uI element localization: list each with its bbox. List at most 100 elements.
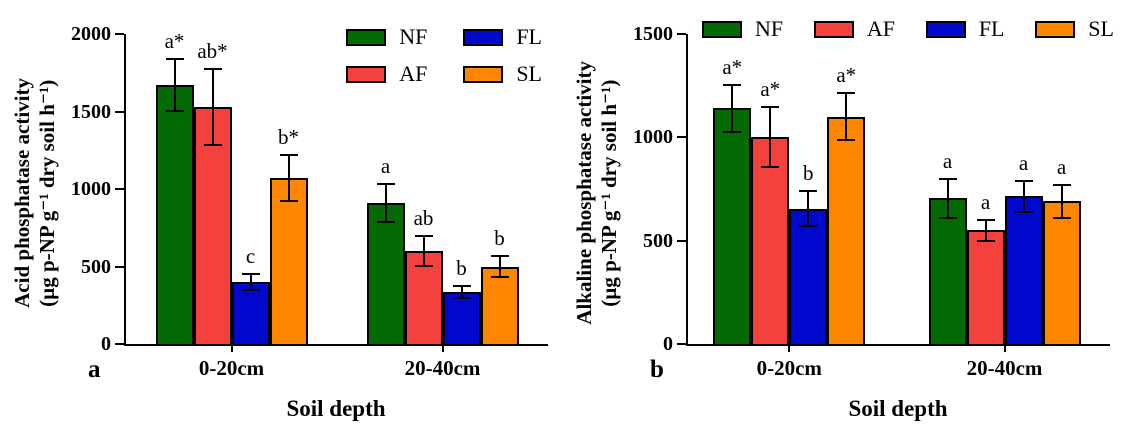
sig-letter-SL-20-40cm: a: [1056, 154, 1067, 179]
bar-AF-20-40cm: [966, 230, 1005, 344]
error-line: [384, 182, 387, 224]
y-tick-label: 0: [663, 333, 673, 355]
error-bar-AF-0-20cm: [203, 68, 222, 146]
sig-letter-SL-0-20cm: b*: [278, 125, 299, 150]
legend-item-AF: AF: [813, 18, 895, 40]
panel-letter: b: [650, 356, 664, 383]
bar-SL-20-40cm: [1042, 201, 1081, 344]
error-cap-bottom: [241, 288, 260, 291]
legend-swatch-AF: [346, 65, 387, 83]
error-cap-bottom: [976, 239, 995, 242]
y-axis-title-line2: (µg p-NP g⁻¹ dry soil h⁻¹): [35, 79, 59, 307]
bar-slot-AF-20-40cm: ab: [404, 34, 443, 344]
bar-slot-FL-0-20cm: b: [789, 34, 828, 344]
y-tick-label: 1500: [71, 100, 111, 123]
error-cap-bottom: [414, 265, 433, 268]
bar-slot-FL-0-20cm: c: [231, 34, 270, 344]
bar-AF-0-20cm: [751, 137, 790, 344]
bar-slot-FL-20-40cm: b: [442, 34, 481, 344]
bar-slot-NF-0-20cm: a*: [155, 31, 194, 344]
error-line: [946, 177, 949, 219]
sig-letter-NF-20-40cm: a: [942, 148, 953, 173]
error-line: [1022, 179, 1025, 213]
y-tick-label: 1000: [633, 126, 673, 149]
bar-FL-20-40cm: [442, 292, 481, 344]
error-line: [984, 218, 987, 242]
y-tick-mark: [115, 110, 124, 113]
error-line: [460, 285, 463, 300]
error-line: [807, 190, 810, 228]
error-bar-FL-0-20cm: [799, 190, 818, 228]
bar-group-0-20cm: a* ab* c b*: [155, 31, 308, 344]
bar-slot-FL-20-40cm: a: [1004, 34, 1043, 344]
legend-swatch-AF: [813, 20, 854, 38]
error-line: [498, 254, 501, 279]
x-axis-title: Soil depth: [286, 396, 386, 421]
y-axis-title-line1: Alkaline phosphatase activity: [572, 61, 597, 325]
legend-swatch-NF: [346, 28, 387, 46]
plot-column: NF AF FL SL b 0 500 1000 1500 a* a* b a* 0-20cm a a a a…: [632, 0, 1124, 446]
bar-FL-20-40cm: [1004, 196, 1043, 344]
legend-item-FL: FL: [463, 26, 542, 48]
legend-swatch-FL: [463, 28, 504, 46]
legend-swatch-NF: [702, 20, 742, 38]
bar-NF-0-20cm: [713, 108, 752, 344]
y-tick-mark: [677, 136, 686, 139]
error-bar-SL-20-40cm: [490, 254, 509, 279]
error-line: [845, 91, 848, 142]
bar-SL-0-20cm: [269, 178, 308, 344]
bar-slot-SL-0-20cm: b*: [269, 34, 308, 344]
legend-item-FL: FL: [925, 16, 1005, 41]
sig-letter-FL-20-40cm: b: [456, 256, 467, 281]
error-bar-NF-20-40cm: [938, 177, 957, 219]
x-axis-title: Soil depth: [848, 396, 948, 421]
error-cap-bottom: [837, 139, 856, 142]
error-line: [173, 58, 176, 113]
legend-item-NF: NF: [702, 18, 783, 40]
y-tick-mark: [677, 343, 686, 345]
error-bar-NF-0-20cm: [723, 83, 742, 134]
legend: NF FL AF SL: [346, 26, 542, 85]
error-line: [211, 68, 214, 146]
x-tick-label-0-20cm: 0-20cm: [198, 356, 265, 380]
sig-letter-AF-20-40cm: ab: [413, 205, 434, 230]
y-tick-label: 500: [643, 229, 673, 252]
error-cap-bottom: [490, 276, 509, 279]
panel-alkaline-phosphatase: Alkaline phosphatase activity (µg p-NP g…: [562, 0, 1124, 446]
bar-NF-0-20cm: [155, 85, 194, 344]
legend-swatch-FL: [925, 20, 966, 38]
legend-label-NF: NF: [755, 16, 784, 41]
bar-slot-AF-20-40cm: a: [966, 34, 1005, 344]
x-tick-mark: [788, 344, 791, 352]
error-line: [769, 106, 772, 169]
bar-FL-0-20cm: [789, 208, 828, 344]
y-axis-title-column: Acid phosphatase activity (µg p-NP g⁻¹ d…: [0, 0, 70, 446]
y-axis-title-column: Alkaline phosphatase activity (µg p-NP g…: [562, 0, 632, 446]
sig-letter-AF-0-20cm: ab*: [197, 39, 228, 64]
x-tick-mark: [1003, 344, 1006, 352]
y-axis-title-line2: (µg p-NP g⁻¹ dry soil h⁻¹): [597, 79, 621, 307]
y-tick-label: 500: [81, 255, 111, 278]
y-tick-mark: [115, 33, 124, 35]
bar-group-0-20cm: a* a* b a*: [713, 34, 866, 344]
error-cap-bottom: [723, 131, 742, 134]
legend-label-FL: FL: [978, 16, 1005, 41]
error-cap-bottom: [279, 200, 298, 203]
sig-letter-FL-0-20cm: b: [803, 161, 814, 186]
plot-column: NF FL AF SL a 0 500 1000 1500 2000 a* ab* c b* 0-20c…: [70, 0, 562, 446]
x-tick-label-20-40cm: 20-40cm: [404, 356, 481, 380]
sig-letter-AF-20-40cm: a: [980, 189, 991, 214]
y-tick-label: 1000: [71, 178, 111, 200]
error-bar-FL-0-20cm: [241, 273, 260, 291]
panel-acid-phosphatase: Acid phosphatase activity (µg p-NP g⁻¹ d…: [0, 0, 562, 446]
legend-item-SL: SL: [1035, 18, 1114, 40]
legend-label-FL: FL: [516, 24, 542, 49]
legend: NF AF FL SL: [702, 18, 1114, 40]
bar-NF-20-40cm: [928, 198, 967, 344]
bar-slot-SL-20-40cm: b: [480, 34, 519, 344]
error-cap-bottom: [203, 143, 222, 146]
y-tick-mark: [677, 33, 686, 35]
x-tick-mark: [230, 344, 233, 352]
y-tick-label: 2000: [71, 23, 111, 45]
legend-label-AF: AF: [399, 61, 428, 86]
